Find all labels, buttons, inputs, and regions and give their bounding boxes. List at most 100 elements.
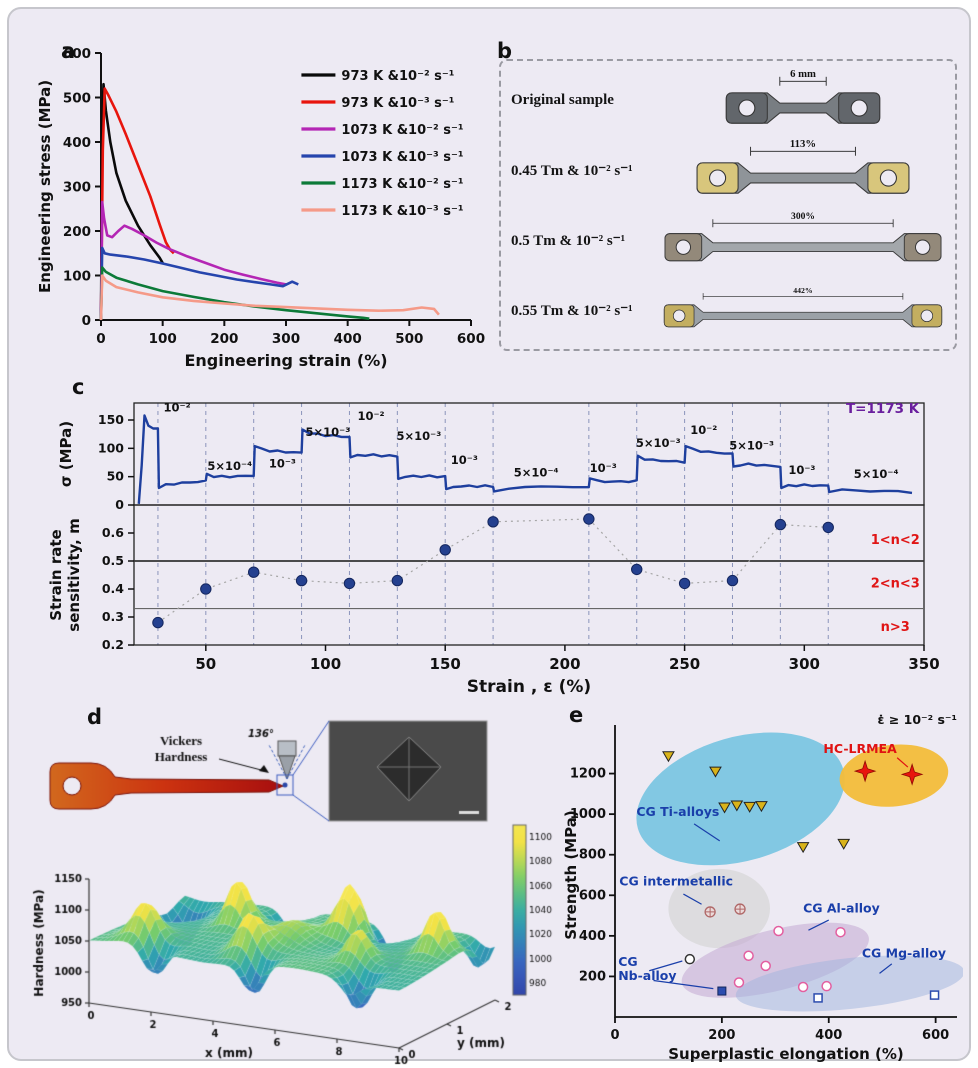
svg-text:600: 600	[922, 1028, 949, 1043]
svg-text:Strength (MPa): Strength (MPa)	[562, 810, 580, 939]
svg-text:0.3: 0.3	[102, 609, 124, 624]
sample-photo-original: 6 mm	[725, 68, 881, 124]
svg-text:500: 500	[395, 331, 423, 347]
panel-c-strain-rate-jump-chart: 10⁻² 5×10⁻⁴ 10⁻³ 5×10⁻³ 10⁻² 5×10⁻³ 10⁻³ 5×10⁻⁴…	[47, 401, 940, 698]
svg-text:1200: 1200	[570, 767, 606, 782]
svg-text:200: 200	[708, 1028, 735, 1043]
svg-text:600: 600	[579, 888, 606, 903]
svg-text:113%: 113%	[790, 138, 816, 150]
svg-text:Strain rate: Strain rate	[47, 529, 65, 620]
svg-text:200: 200	[549, 655, 580, 673]
svg-text:300: 300	[789, 655, 820, 673]
svg-text:350: 350	[908, 655, 939, 673]
panel-e-label: e	[569, 703, 584, 727]
sample-row: 0.5 Tm & 10⁻² s⁻¹ 300%	[511, 207, 945, 273]
svg-text:5×10⁻³: 5×10⁻³	[306, 425, 351, 439]
svg-text:T=1173 K: T=1173 K	[846, 401, 920, 417]
svg-text:6 mm: 6 mm	[790, 68, 816, 80]
svg-text:CG Ti-alloys: CG Ti-alloys	[636, 804, 719, 819]
svg-text:973 K &10⁻² s⁻¹: 973 K &10⁻² s⁻¹	[341, 69, 454, 84]
svg-text:400: 400	[579, 929, 606, 944]
svg-text:100: 100	[149, 331, 177, 347]
svg-text:0.4: 0.4	[102, 581, 124, 596]
panel-b: b Original sample 6 mm 0.45 Tm & 10⁻² s⁻…	[487, 39, 965, 357]
svg-text:CG Al-alloy: CG Al-alloy	[803, 900, 880, 915]
panel-e-strength-elongation-chart: 0 200 400 600 200 400 600 800 1000 1200 HC-LRMEA CG…	[562, 712, 963, 1063]
sample-photo-300: 300%	[664, 211, 942, 262]
svg-text:100: 100	[63, 269, 91, 285]
svg-text:100: 100	[310, 655, 341, 673]
svg-text:2<n<3: 2<n<3	[871, 576, 920, 591]
svg-text:CG intermetallic: CG intermetallic	[619, 874, 733, 889]
svg-text:Strain , ε (%): Strain , ε (%)	[467, 677, 591, 697]
svg-text:σ (MPa): σ (MPa)	[57, 421, 75, 487]
sample-label: 0.45 Tm & 10⁻² s⁻¹	[511, 162, 633, 179]
svg-text:500: 500	[63, 91, 91, 107]
svg-text:300: 300	[63, 180, 91, 196]
svg-text:CG Mg-alloy: CG Mg-alloy	[862, 945, 946, 960]
sample-label: Original sample	[511, 91, 614, 108]
svg-text:150: 150	[430, 655, 461, 673]
sample-label: 0.55 Tm & 10⁻² s⁻¹	[511, 302, 633, 319]
sample-photo-442: 442%	[663, 286, 943, 328]
svg-text:1073 K &10⁻³ s⁻¹: 1073 K &10⁻³ s⁻¹	[341, 150, 463, 165]
svg-text:150: 150	[98, 412, 124, 427]
svg-text:sensitivity, m: sensitivity, m	[65, 518, 83, 631]
panel-a: a 0 100 200 300 400 500 600 0 100 200 300 400 500 600…	[31, 37, 486, 382]
svg-text:0: 0	[115, 497, 124, 512]
svg-text:200: 200	[579, 969, 606, 984]
panel-b-samples-box: Original sample 6 mm 0.45 Tm & 10⁻² s⁻¹ …	[499, 59, 957, 351]
svg-text:1173 K &10⁻² s⁻¹: 1173 K &10⁻² s⁻¹	[341, 177, 463, 192]
svg-text:n>3: n>3	[881, 620, 910, 635]
panel-d-hardness-surface	[29, 715, 554, 1067]
panel-c-label: c	[72, 375, 85, 399]
svg-text:1<n<2: 1<n<2	[871, 533, 920, 548]
panel-e: e 0 200 400 600 200 400 600 800 1000 1200 HC-LRMEA…	[561, 703, 965, 1068]
svg-text:200: 200	[210, 331, 238, 347]
svg-text:Engineering strain (%): Engineering strain (%)	[184, 351, 387, 370]
svg-text:ε̇ ≥ 10⁻² s⁻¹: ε̇ ≥ 10⁻² s⁻¹	[878, 712, 957, 727]
svg-text:10⁻³: 10⁻³	[590, 461, 617, 475]
svg-text:600: 600	[457, 331, 485, 347]
svg-text:400: 400	[334, 331, 362, 347]
figure-inner: a 0 100 200 300 400 500 600 0 100 200 300 400 500 600…	[7, 7, 971, 1067]
svg-text:10⁻²: 10⁻²	[357, 409, 384, 423]
svg-text:442%: 442%	[793, 286, 813, 295]
svg-text:400: 400	[63, 135, 91, 151]
svg-text:10⁻³: 10⁻³	[451, 453, 478, 467]
panel-b-label: b	[497, 39, 513, 63]
panel-d-label: d	[87, 705, 103, 729]
svg-text:800: 800	[579, 848, 606, 863]
sample-row: 0.55 Tm & 10⁻² s⁻¹ 442%	[511, 277, 945, 343]
svg-text:10⁻²: 10⁻²	[164, 401, 191, 415]
svg-text:10⁻²: 10⁻²	[690, 423, 717, 437]
sample-photo-113: 113%	[696, 138, 910, 194]
panel-a-stress-strain-chart: 0 100 200 300 400 500 600 0 100 200 300 400 500 600 En…	[36, 46, 485, 370]
sample-row: Original sample 6 mm	[511, 67, 945, 133]
svg-text:5×10⁻³: 5×10⁻³	[729, 438, 774, 452]
svg-text:0.5: 0.5	[102, 553, 124, 568]
svg-text:5×10⁻⁴: 5×10⁻⁴	[514, 466, 559, 480]
svg-text:5×10⁻⁴: 5×10⁻⁴	[854, 467, 899, 481]
svg-text:5×10⁻⁴: 5×10⁻⁴	[207, 459, 252, 473]
svg-text:200: 200	[63, 224, 91, 240]
svg-text:5×10⁻³: 5×10⁻³	[636, 436, 681, 450]
svg-text:1073 K &10⁻² s⁻¹: 1073 K &10⁻² s⁻¹	[341, 123, 463, 138]
svg-text:300: 300	[272, 331, 300, 347]
panel-a-label: a	[61, 39, 76, 63]
sample-row: 0.45 Tm & 10⁻² s⁻¹ 113%	[511, 137, 945, 203]
svg-text:400: 400	[815, 1028, 842, 1043]
svg-text:600: 600	[63, 46, 91, 62]
svg-text:10⁻³: 10⁻³	[269, 457, 296, 471]
svg-text:5×10⁻³: 5×10⁻³	[397, 429, 442, 443]
svg-text:10⁻³: 10⁻³	[788, 463, 815, 477]
svg-text:50: 50	[107, 469, 125, 484]
svg-text:1173 K &10⁻³ s⁻¹: 1173 K &10⁻³ s⁻¹	[341, 204, 463, 219]
svg-text:0: 0	[82, 313, 91, 329]
svg-text:0.2: 0.2	[102, 637, 124, 652]
svg-text:0.6: 0.6	[102, 525, 124, 540]
svg-text:0: 0	[96, 331, 105, 347]
svg-text:HC-LRMEA: HC-LRMEA	[823, 741, 897, 756]
